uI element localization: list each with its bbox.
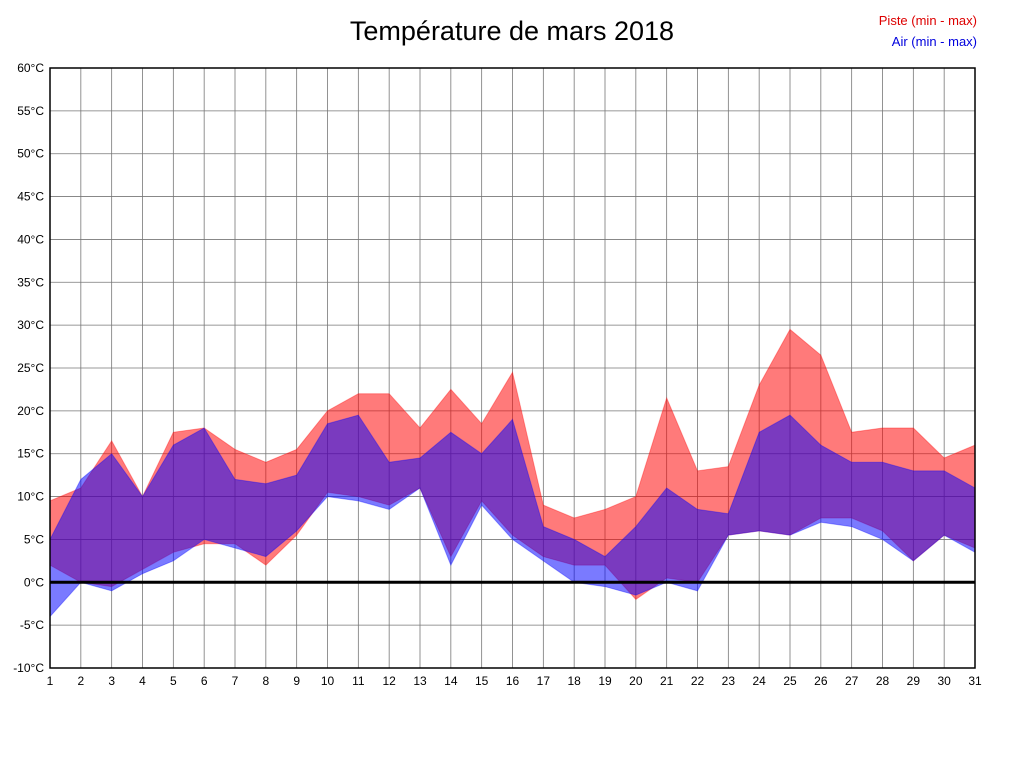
- x-axis-tick-label: 1: [47, 674, 54, 688]
- x-axis-tick-label: 3: [108, 674, 115, 688]
- y-axis-tick-label: 45°C: [17, 190, 44, 204]
- x-axis-tick-label: 19: [598, 674, 612, 688]
- y-axis-tick-label: 40°C: [17, 232, 44, 246]
- x-axis-tick-label: 25: [783, 674, 797, 688]
- x-axis-tick-label: 2: [77, 674, 84, 688]
- page-title: Température de mars 2018: [349, 16, 675, 46]
- y-axis-tick-label: -5°C: [20, 618, 44, 632]
- x-axis-tick-label: 16: [506, 674, 520, 688]
- y-axis-tick-label: 20°C: [17, 404, 44, 418]
- y-axis-tick-label: 30°C: [17, 318, 44, 332]
- x-axis-tick-label: 31: [968, 674, 982, 688]
- x-axis-tick-label: 12: [382, 674, 396, 688]
- x-axis-tick-label: 23: [722, 674, 736, 688]
- y-axis-tick-label: 5°C: [24, 532, 44, 546]
- legend-item-piste: Piste (min - max): [878, 13, 977, 28]
- x-axis-tick-label: 18: [567, 674, 581, 688]
- y-axis-tick-label: 10°C: [17, 490, 44, 504]
- x-axis-tick-label: 17: [537, 674, 551, 688]
- x-axis-tick-label: 14: [444, 674, 458, 688]
- x-axis-tick-label: 24: [752, 674, 766, 688]
- y-axis-tick-label: 60°C: [17, 61, 44, 75]
- y-axis-tick-label: 0°C: [24, 575, 44, 589]
- x-axis-tick-label: 15: [475, 674, 489, 688]
- x-axis-tick-label: 29: [907, 674, 921, 688]
- y-axis-tick-label: 15°C: [17, 447, 44, 461]
- x-axis-tick-label: 27: [845, 674, 859, 688]
- x-axis-tick-label: 4: [139, 674, 146, 688]
- x-axis-tick-label: 9: [293, 674, 300, 688]
- plot-border: [49, 67, 976, 669]
- y-axis-tick-label: -10°C: [13, 661, 44, 675]
- y-axis-tick-label: 25°C: [17, 361, 44, 375]
- x-axis-tick-label: 8: [262, 674, 269, 688]
- chart-legend: Piste (min - max) Air (min - max): [879, 10, 977, 52]
- x-axis-tick-label: 7: [232, 674, 239, 688]
- x-axis-tick-label: 22: [691, 674, 705, 688]
- x-axis-tick-label: 30: [937, 674, 951, 688]
- y-axis-tick-label: 50°C: [17, 147, 44, 161]
- x-axis-tick-label: 10: [321, 674, 335, 688]
- y-axis-tick-label: 55°C: [17, 104, 44, 118]
- x-axis-tick-label: 5: [170, 674, 177, 688]
- x-axis-tick-label: 11: [352, 674, 365, 688]
- x-axis-tick-label: 26: [814, 674, 828, 688]
- x-axis-tick-label: 6: [201, 674, 208, 688]
- legend-item-air: Air (min - max): [891, 34, 977, 49]
- y-axis-tick-label: 35°C: [17, 275, 44, 289]
- x-axis-tick-label: 21: [660, 674, 674, 688]
- x-axis-tick-label: 28: [876, 674, 890, 688]
- x-axis-tick-label: 20: [629, 674, 643, 688]
- x-axis-tick-label: 13: [413, 674, 427, 688]
